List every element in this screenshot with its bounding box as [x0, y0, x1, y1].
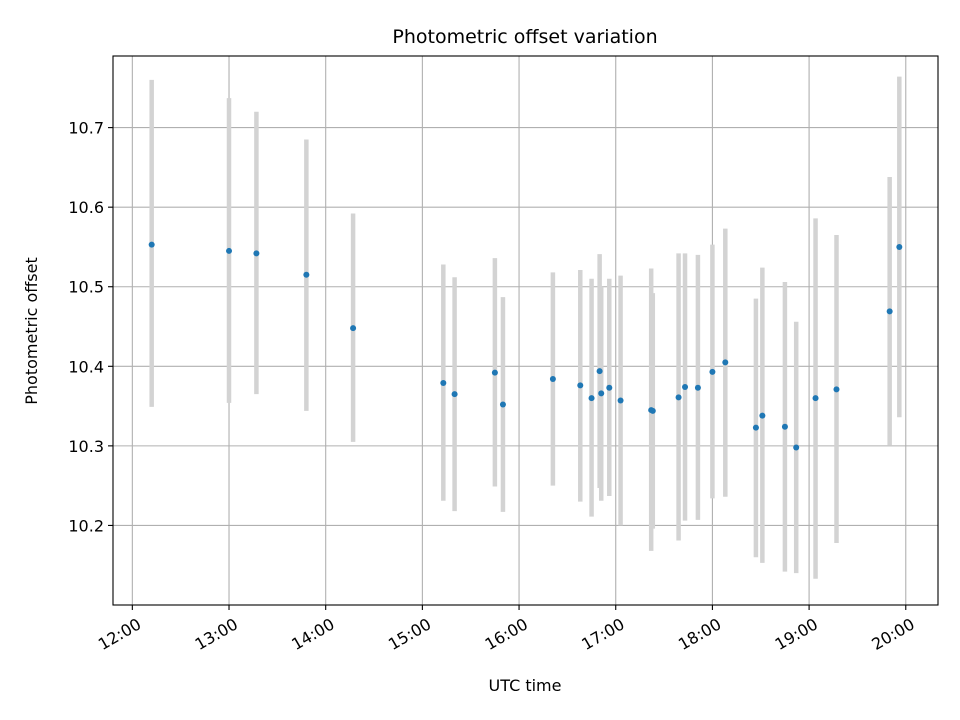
data-point	[226, 247, 233, 254]
data-point	[833, 386, 840, 393]
y-axis-label: Photometric offset	[22, 257, 41, 405]
y-tick-label: 10.6	[68, 198, 104, 217]
grid-lines	[113, 56, 938, 605]
data-point	[649, 407, 656, 414]
chart-title: Photometric offset variation	[392, 26, 657, 48]
data-point	[617, 397, 624, 404]
data-point	[588, 395, 595, 402]
data-point	[577, 382, 584, 389]
y-tick-label: 10.2	[68, 516, 104, 535]
data-point	[596, 368, 603, 375]
data-point	[793, 444, 800, 451]
data-point	[896, 243, 903, 250]
data-point	[606, 384, 613, 391]
data-point	[491, 369, 498, 376]
data-point	[148, 241, 155, 248]
data-point	[549, 376, 556, 383]
plot-frame	[112, 55, 939, 606]
data-point	[451, 391, 458, 398]
data-point	[694, 384, 701, 391]
data-point	[886, 308, 893, 315]
data-point	[781, 423, 788, 430]
data-point	[598, 390, 605, 397]
data-point	[253, 250, 260, 257]
y-tick-label: 10.4	[68, 357, 104, 376]
data-point	[722, 359, 729, 366]
data-point	[709, 368, 716, 375]
data-point	[499, 401, 506, 408]
data-point	[440, 380, 447, 387]
data-point	[682, 383, 689, 390]
data-point	[350, 325, 357, 332]
data-point	[303, 271, 310, 278]
y-axis-ticks: 10.2 10.3 10.4 10.5 10.6 10.7	[68, 119, 113, 535]
data-point	[675, 394, 682, 401]
y-tick-label: 10.3	[68, 437, 104, 456]
y-tick-label: 10.7	[68, 119, 104, 138]
data-point	[812, 395, 819, 402]
y-tick-label: 10.5	[68, 278, 104, 297]
data-point	[752, 424, 759, 431]
data-point	[759, 412, 766, 419]
data-points	[148, 241, 903, 451]
x-axis-label: UTC time	[489, 676, 562, 695]
